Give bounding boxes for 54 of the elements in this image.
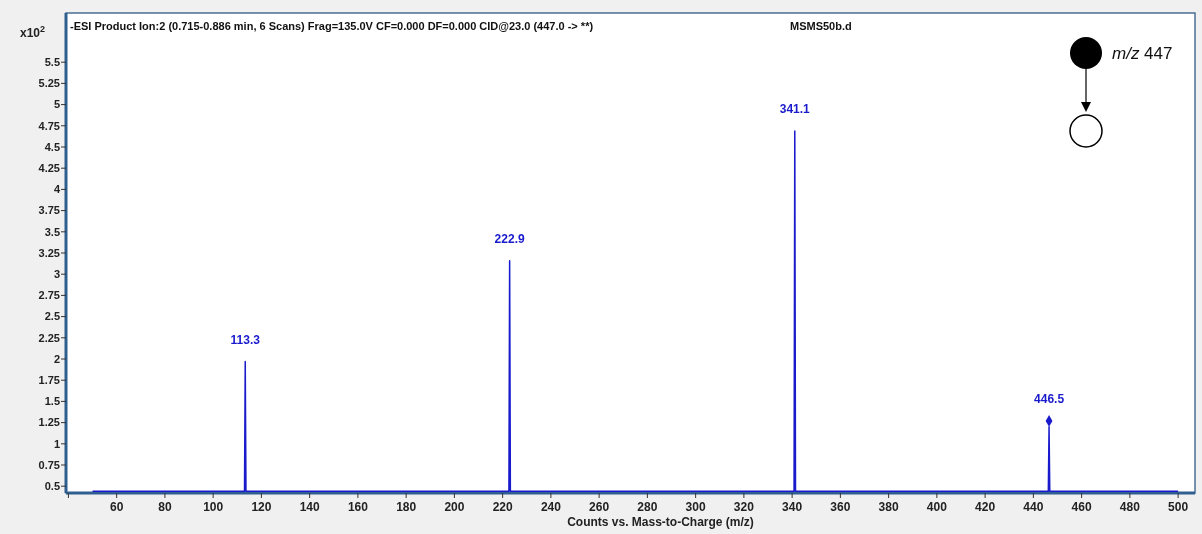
y-tick-label: 2 [53, 352, 60, 365]
x-tick-label: 120 [251, 500, 272, 514]
y-tick-label: 1.75 [38, 374, 60, 387]
text: -ESI Product Ion:2 (0.715-0.886 min, 6 Scans) Frag=135.0V CF=0.000 DF=0.000 CID@23.0 (447.0 -> **) [70, 20, 594, 32]
x-tick-label: 180 [396, 500, 417, 514]
x-tick-label: 260 [589, 500, 610, 514]
x-tick-label: 80 [158, 500, 172, 514]
x-tick-label: 460 [1071, 500, 1092, 514]
y-tick-label: 4.75 [38, 119, 60, 132]
x-tick-label: 320 [733, 500, 755, 514]
y-tick-label: 1.5 [44, 395, 60, 408]
x-tick-label: 60 [109, 500, 124, 514]
x-tick-label: 160 [347, 500, 369, 514]
x-tick-label: 100 [203, 500, 224, 514]
x-tick-label: 240 [540, 500, 562, 514]
y-tick-label: 5.25 [38, 77, 60, 90]
x-tick-label: 280 [637, 500, 658, 514]
x-axis-title: Counts vs. Mass-to-Charge (m/z) [567, 515, 754, 529]
y-tick-label: 4 [53, 183, 61, 196]
x-tick-label: 380 [878, 500, 899, 514]
x-tick-label: 360 [830, 500, 851, 514]
line-series [91, 130, 1179, 493]
y-axis-title: x10$^{2}$ [20, 24, 46, 40]
x-tick-label: 420 [975, 500, 996, 514]
x-tick-label: 480 [1119, 500, 1141, 514]
y-tick-label: 1.25 [38, 416, 60, 429]
y-tick-label: 5.5 [44, 56, 60, 69]
annotation: 341.1 [779, 101, 811, 116]
y-tick-label: 3.5 [44, 225, 60, 238]
y-tick-label: 2.75 [38, 289, 60, 302]
y-tick-label: 4.5 [44, 140, 60, 153]
x-tick-label: 220 [492, 500, 513, 514]
x-tick-label: 500 [1168, 500, 1189, 514]
y-tick-label: 0.75 [38, 458, 60, 471]
y-tick-label: 3.75 [38, 204, 60, 217]
y-tick-label: 5 [53, 98, 60, 111]
x-tick-label: 440 [1023, 500, 1044, 514]
annotation: 222.9 [494, 231, 525, 246]
y-tick-label: 3.25 [38, 246, 60, 259]
annotation: 113.3 [230, 332, 261, 347]
x-tick-label: 200 [444, 500, 465, 514]
x-tick-label: 340 [782, 500, 803, 514]
y-tick-label: 3 [53, 268, 60, 281]
annotation: MSMS50b.d [790, 20, 852, 32]
annotation: m/z 447 [1112, 44, 1173, 63]
y-tick-label: 0.5 [44, 480, 60, 493]
y-tick-label: 2.25 [38, 331, 60, 344]
y-tick-label: 2.5 [44, 310, 60, 323]
x-tick-label: 400 [926, 500, 948, 514]
y-tick-label: 4.25 [38, 162, 60, 175]
y-tick-label: 1 [53, 437, 60, 450]
x-tick-label: 140 [299, 500, 320, 514]
annotation: 446.5 [1034, 391, 1065, 406]
x-tick-label: 300 [685, 500, 706, 514]
